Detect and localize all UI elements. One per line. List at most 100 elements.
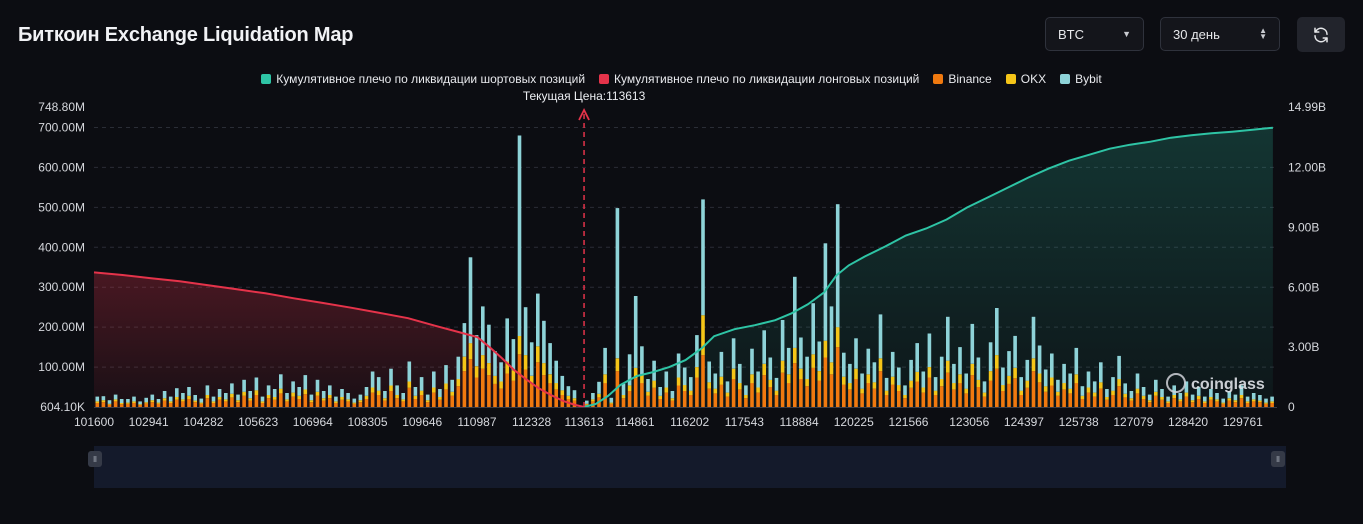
bar-okx xyxy=(236,400,240,403)
refresh-button[interactable] xyxy=(1297,17,1345,52)
bar-okx xyxy=(297,395,301,399)
bar-bybit xyxy=(756,371,760,388)
bar-bybit xyxy=(358,394,363,401)
bar-bybit xyxy=(658,387,662,396)
bar-okx xyxy=(646,391,650,396)
bar-binance xyxy=(946,372,950,407)
bar-bybit xyxy=(786,347,791,375)
coin-select[interactable]: BTC ▼ xyxy=(1045,17,1144,51)
bar-bybit xyxy=(884,377,889,391)
bar-binance xyxy=(438,399,442,407)
bar-bybit xyxy=(1019,377,1023,391)
bar-bybit xyxy=(272,389,277,397)
bar-binance xyxy=(1166,403,1170,407)
bar-binance xyxy=(970,375,975,407)
bar-bybit xyxy=(897,367,901,386)
bar-okx xyxy=(774,390,779,395)
bar-okx xyxy=(939,379,944,387)
bar-binance xyxy=(1129,400,1134,407)
range-select[interactable]: 30 день ▲ ▼ xyxy=(1160,17,1280,51)
bar-binance xyxy=(1099,388,1103,407)
bar-okx xyxy=(450,391,454,396)
bar-okx xyxy=(376,390,381,395)
bar-bybit xyxy=(1105,389,1109,397)
bar-bybit xyxy=(1184,381,1189,393)
bar-okx xyxy=(242,391,246,396)
bar-binance xyxy=(425,402,430,407)
range-handle-left xyxy=(88,451,102,467)
bar-binance xyxy=(811,367,815,407)
bar-bybit xyxy=(511,339,516,371)
bar-okx xyxy=(933,390,938,395)
bar-bybit xyxy=(805,356,809,380)
bar-bybit xyxy=(285,393,289,400)
y-left-tick-label: 600.00M xyxy=(38,160,85,174)
bar-bybit xyxy=(101,396,106,401)
range-handle-right xyxy=(1271,451,1285,467)
bar-bybit xyxy=(872,362,877,383)
bar-binance xyxy=(285,401,289,407)
bar-okx xyxy=(1251,399,1256,402)
x-tick-label: 117543 xyxy=(725,415,764,429)
bar-bybit xyxy=(842,352,846,377)
bar-binance xyxy=(370,392,375,407)
bar-okx xyxy=(150,400,155,403)
bar-binance xyxy=(138,405,142,407)
bar-binance xyxy=(1251,401,1256,407)
bar-bybit xyxy=(162,391,167,399)
range-scrollbar[interactable]: ll ll xyxy=(88,446,1286,488)
bar-okx xyxy=(1111,390,1115,395)
bar-binance xyxy=(1092,396,1097,407)
x-tick-label: 124397 xyxy=(1004,415,1044,429)
bar-okx xyxy=(1154,391,1158,396)
bar-okx xyxy=(811,354,815,368)
legend-item-okx[interactable]: OKX xyxy=(1005,72,1046,86)
bar-bybit xyxy=(682,367,687,386)
legend-item-short-cumulative[interactable]: Кумулятивное плечо по ликвидации шортовы… xyxy=(261,72,585,86)
bar-okx xyxy=(572,398,577,401)
bar-binance xyxy=(168,403,173,407)
bar-okx xyxy=(138,404,142,405)
bar-bybit xyxy=(1001,367,1005,386)
bar-bybit xyxy=(750,348,754,375)
bar-binance xyxy=(481,368,485,407)
bar-bybit xyxy=(1135,373,1140,389)
bar-bybit xyxy=(499,362,503,382)
bar-okx xyxy=(279,388,283,394)
legend-item-bybit[interactable]: Bybit xyxy=(1060,72,1102,86)
bar-binance xyxy=(988,380,993,407)
x-tick-label: 110987 xyxy=(457,415,496,429)
bar-binance xyxy=(150,402,155,407)
legend-label: Binance xyxy=(948,72,992,86)
bar-binance xyxy=(1007,383,1011,407)
bar-bybit xyxy=(175,388,179,397)
bar-bybit xyxy=(205,385,210,395)
bar-bybit xyxy=(1221,398,1225,403)
bar-binance xyxy=(646,395,650,407)
bar-okx xyxy=(988,371,993,381)
legend-item-binance[interactable]: Binance xyxy=(933,72,992,86)
x-tick-label: 121566 xyxy=(888,415,928,429)
bar-okx xyxy=(927,367,932,378)
watermark-text: coinglass xyxy=(1191,376,1265,393)
bar-okx xyxy=(1233,400,1238,403)
bar-okx xyxy=(1037,373,1042,383)
bar-binance xyxy=(933,395,938,407)
bar-bybit xyxy=(890,351,895,377)
bar-okx xyxy=(799,368,803,380)
bar-okx xyxy=(144,402,148,404)
chevron-down-icon: ▼ xyxy=(1122,29,1131,39)
bar-bybit xyxy=(523,307,528,356)
current-price-arrow-icon xyxy=(578,107,590,121)
legend-item-long-cumulative[interactable]: Кумулятивное плечо по ликвидации лонговы… xyxy=(599,72,919,86)
bar-okx xyxy=(1135,388,1140,394)
bar-okx xyxy=(370,387,375,393)
bar-binance xyxy=(964,393,968,407)
bar-binance xyxy=(995,368,999,407)
bar-okx xyxy=(334,401,338,403)
bar-okx xyxy=(481,355,485,369)
bar-binance xyxy=(487,375,491,407)
bar-binance xyxy=(897,391,901,407)
bar-binance xyxy=(842,384,846,407)
bar-bybit xyxy=(462,323,467,357)
